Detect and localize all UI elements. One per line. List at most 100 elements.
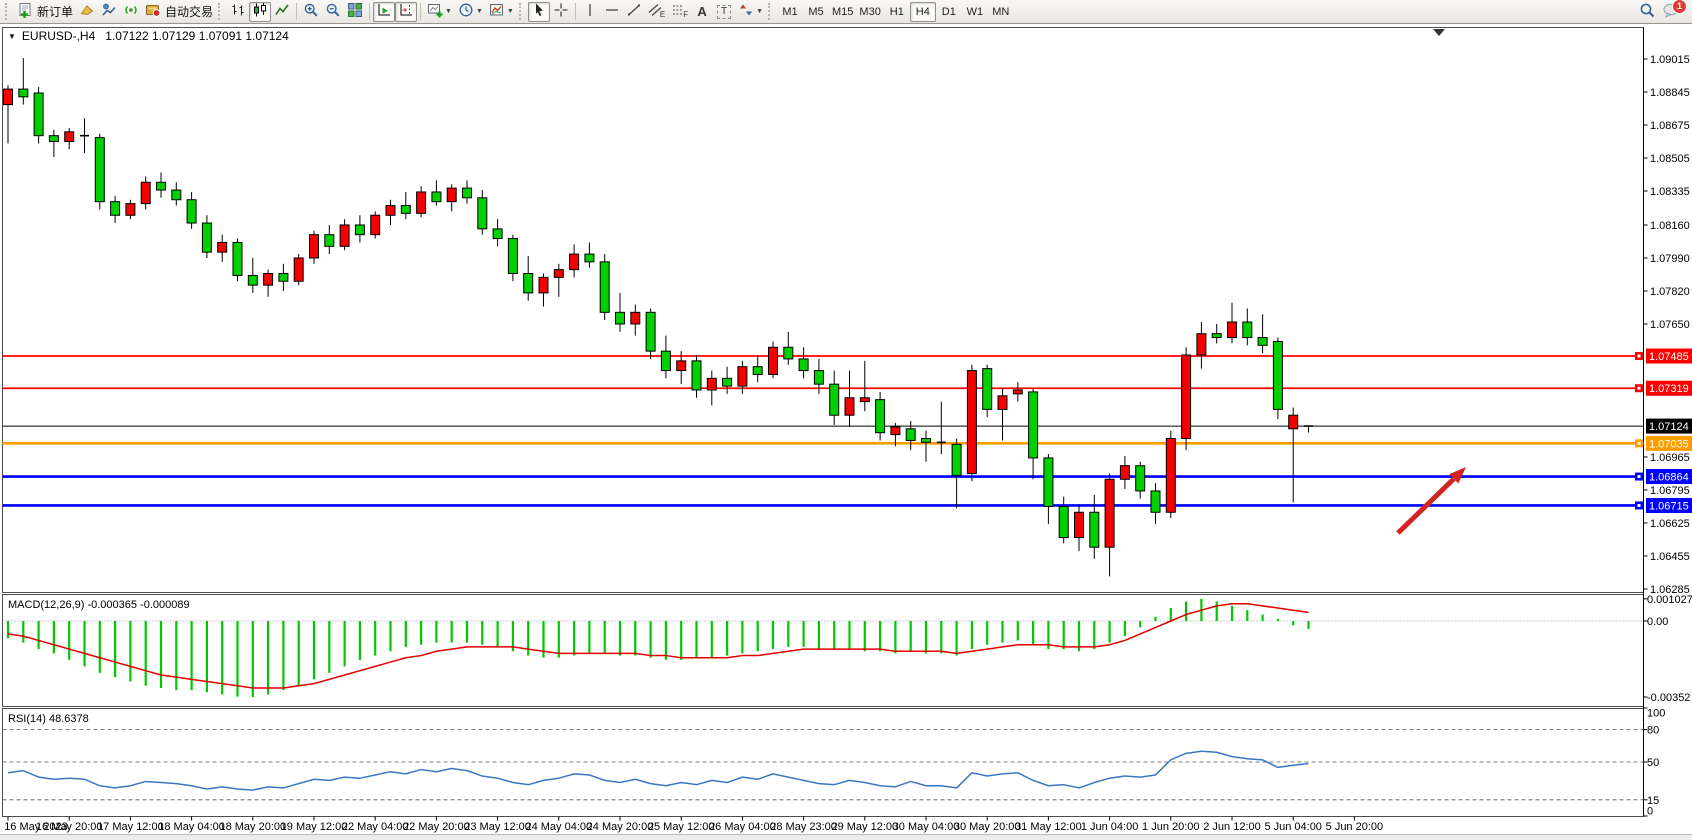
notifications-button[interactable]: 1 [1659,0,1687,22]
arrows-tool-button[interactable]: ▼ [735,2,766,22]
indicators-button[interactable]: ▼ [424,2,455,22]
crosshair-tool-button[interactable] [550,2,572,22]
chart-symbol-period: EURUSD-,H4 [21,29,96,43]
zoom-in-button[interactable] [300,2,322,22]
svg-text:1.08505: 1.08505 [1650,153,1690,165]
cursor-tool-button[interactable] [527,1,550,22]
signals-button[interactable] [120,2,142,22]
toolbar-grip[interactable] [5,3,10,20]
svg-text:1 Jun 04:00: 1 Jun 04:00 [1081,821,1139,833]
vertical-line-tool-button[interactable] [579,2,601,22]
fibonacci-tool-button[interactable]: F [668,2,691,22]
timeframe-m15-button[interactable]: M15 [832,5,854,18]
timeframe-m30-button[interactable]: M30 [859,5,881,18]
text-label-icon: T [717,4,732,19]
timeframe-h1-button[interactable]: H1 [889,5,904,18]
chart-area[interactable]: 1.09015 1.08845 1.08675 1.08505 1.08335 1.081… [0,24,1692,840]
svg-text:16 May 20:00: 16 May 20:00 [36,821,103,833]
fibonacci-glyph: F [683,10,689,19]
horizontal-line-tool-button[interactable] [601,2,623,22]
bar-chart-button[interactable] [227,2,249,22]
svg-text:19 May 12:00: 19 May 12:00 [281,821,348,833]
channel-glyph: E [659,10,666,19]
toolbar-grip[interactable] [518,3,524,20]
svg-text:5 Jun 20:00: 5 Jun 20:00 [1326,821,1384,833]
timeframe-m5-button[interactable]: M5 [808,5,824,18]
svg-text:5 Jun 04:00: 5 Jun 04:00 [1264,821,1322,833]
tile-windows-button[interactable] [344,2,366,22]
svg-text:24 May 04:00: 24 May 04:00 [525,821,592,833]
svg-text:15: 15 [1647,795,1659,807]
auto-scroll-button[interactable] [373,1,396,22]
timeframe-d1-button[interactable]: D1 [941,5,956,18]
macd-pane: 0.001027 0.00 -0.00352 [2,594,1692,704]
candlestick-chart-icon [252,2,268,21]
svg-text:17 May 12:00: 17 May 12:00 [97,821,164,833]
svg-text:1.08335: 1.08335 [1650,186,1690,198]
text-label-tool-button[interactable]: T [713,2,735,22]
chart-canvas[interactable]: 1.09015 1.08845 1.08675 1.08505 1.08335 1.081… [0,24,1692,840]
candlestick-chart-button[interactable] [249,1,272,22]
autotrading-button[interactable]: 自动交易 [142,2,216,22]
time-axis[interactable]: 16 May 202316 May 20:0017 May 12:0018 Ma… [4,816,1384,834]
timeframe-h4-button[interactable]: H4 [909,1,936,22]
signals-icon [123,2,139,21]
svg-text:1.06455: 1.06455 [1650,551,1690,563]
svg-text:1.06864: 1.06864 [1649,472,1689,484]
dropdown-caret-icon: ▼ [475,8,483,15]
svg-text:31 May 12:00: 31 May 12:00 [1015,821,1082,833]
chart-shift-marker[interactable] [1433,29,1445,36]
svg-text:0.00: 0.00 [1647,616,1668,628]
horizontal-levels[interactable]: 1.07485 1.07319 1.07035 1.06864 1.06715 [2,348,1692,513]
status-bar [0,834,1692,840]
svg-text:1.07650: 1.07650 [1650,319,1690,331]
price-axis[interactable] [1644,28,1692,817]
svg-text:1.08675: 1.08675 [1650,120,1690,132]
toolbar-grip[interactable] [768,3,773,20]
svg-text:1.07319: 1.07319 [1649,383,1689,395]
fibonacci-icon [671,2,685,21]
timeframe-w1-button[interactable]: W1 [966,5,984,18]
svg-text:-0.00352: -0.00352 [1647,692,1690,704]
svg-text:0: 0 [1647,806,1653,818]
svg-text:1.06285: 1.06285 [1650,584,1690,596]
svg-text:18 May 04:00: 18 May 04:00 [158,821,225,833]
dropdown-caret-icon: ▼ [756,8,764,15]
profile-button[interactable] [98,2,120,22]
svg-text:1.06625: 1.06625 [1650,518,1690,530]
svg-text:30 May 04:00: 30 May 04:00 [893,821,960,833]
templates-icon [489,2,505,21]
svg-text:1.07035: 1.07035 [1649,438,1689,450]
toolbar-separator [369,3,371,20]
metaeditor-button[interactable] [76,2,98,22]
trend-arrow-annotation[interactable] [1396,467,1466,535]
new-order-button[interactable]: 新订单 [14,2,76,22]
toolbar-separator [420,3,422,20]
toolbar-separator [296,3,298,20]
svg-text:1.09015: 1.09015 [1650,54,1690,66]
svg-text:1.07820: 1.07820 [1650,286,1690,298]
horizontal-line-icon [604,2,620,21]
trendline-tool-button[interactable] [623,2,645,22]
vertical-line-icon [582,2,598,21]
zoom-out-button[interactable] [322,2,344,22]
toolbar-grip[interactable] [218,3,223,20]
periods-button[interactable]: ▼ [455,2,486,22]
channel-tool-button[interactable]: E [645,2,668,22]
svg-text:22 May 20:00: 22 May 20:00 [403,821,470,833]
chart-shift-button[interactable] [395,1,418,22]
line-chart-button[interactable] [271,2,293,22]
timeframe-m1-button[interactable]: M1 [782,5,798,18]
symbol-dropdown-icon[interactable]: ▼ [8,31,16,41]
auto-scroll-icon [376,2,392,21]
chart-ohlc-values: 1.07122 1.07129 1.07091 1.07124 [105,29,289,43]
zoom-out-icon [325,2,341,21]
templates-button[interactable]: ▼ [486,2,517,22]
text-tool-button[interactable]: A [691,2,713,22]
toolbar-separator [574,3,576,20]
indicators-icon [427,2,443,21]
search-button[interactable] [1636,2,1659,22]
timeframe-mn-button[interactable]: MN [992,5,1010,18]
time-axis-strip[interactable] [3,818,1644,836]
